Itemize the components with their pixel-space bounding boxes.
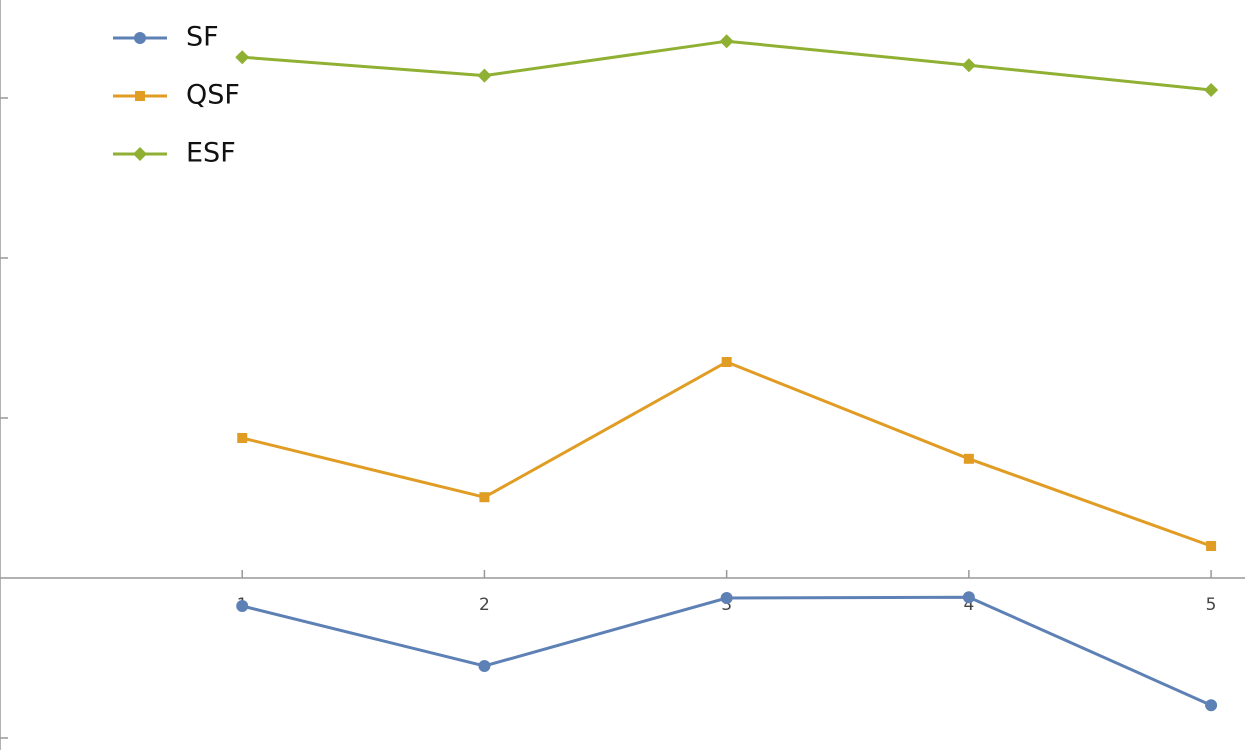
series-line [241, 360, 1212, 548]
marker [478, 660, 491, 672]
marker [134, 32, 146, 44]
marker [962, 591, 975, 604]
x-tick-label: 4 [963, 595, 974, 615]
marker [719, 34, 734, 49]
series-line [242, 39, 1212, 92]
marker [235, 50, 250, 65]
marker [479, 492, 490, 503]
x-tick-label: 5 [1206, 595, 1217, 615]
x-tick-label: 2 [479, 595, 490, 615]
legend-label: ESF [186, 138, 236, 169]
marker [135, 91, 145, 101]
marker [720, 592, 733, 604]
marker [963, 453, 974, 464]
marker [237, 433, 248, 443]
marker [133, 147, 147, 161]
marker [1206, 541, 1217, 551]
marker [236, 600, 249, 612]
legend-label: QSF [186, 80, 240, 111]
marker [1205, 699, 1218, 712]
marker [961, 58, 976, 73]
x-tick-label: 3 [721, 595, 732, 615]
marker [477, 68, 492, 83]
marker [721, 357, 732, 367]
legend-label: SF [186, 22, 219, 53]
marker [1204, 83, 1219, 97]
